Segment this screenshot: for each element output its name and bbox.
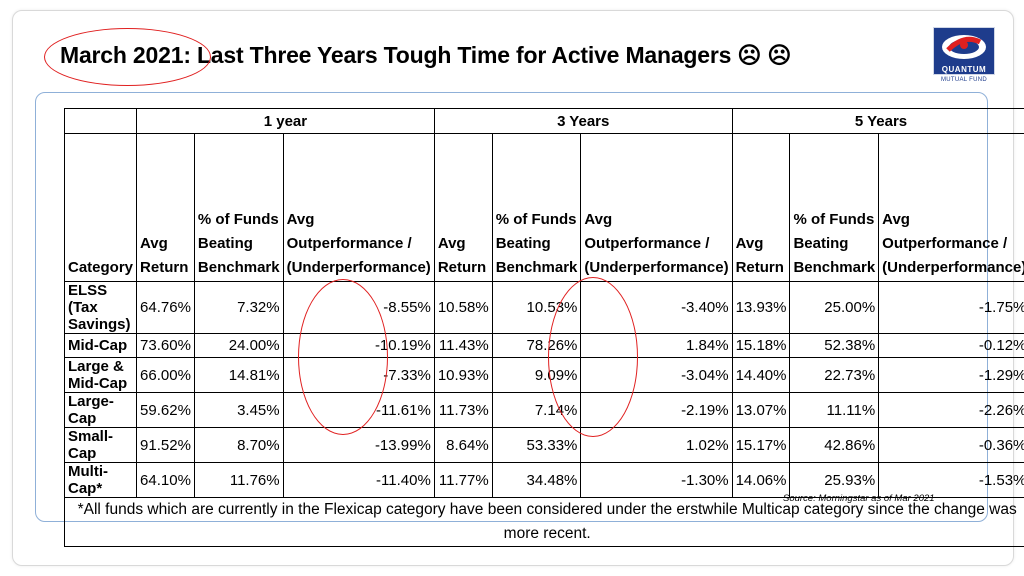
avg-outperformance-header: Avg Outperformance / (Underperformance): [282, 133, 435, 282]
value-cell: 91.52%: [136, 427, 195, 463]
table-row: Multi-Cap* 64.10% 11.76% -11.40% 11.77% 34.48…: [63, 462, 1024, 498]
value-cell: 11.11%: [789, 392, 880, 428]
logo-subtitle: MUTUAL FUND: [940, 77, 988, 83]
value-cell: 34.48%: [491, 462, 582, 498]
category-cell: Multi-Cap*: [63, 462, 138, 498]
value-cell: 11.76%: [193, 462, 284, 498]
value-cell: 13.93%: [731, 281, 791, 334]
value-cell: 25.93%: [789, 462, 880, 498]
value-cell: 8.64%: [433, 427, 493, 463]
avg-outperformance-header: Avg Outperformance / (Underperformance): [878, 133, 1024, 282]
value-cell: -1.30%: [580, 462, 733, 498]
logo-word: QUANTUM: [941, 65, 987, 74]
highlight-circle-1-year: [298, 279, 388, 435]
avg-return-header: Avg Return: [433, 133, 493, 282]
value-cell: -11.40%: [282, 462, 435, 498]
value-cell: 22.73%: [789, 357, 880, 393]
footnote-row: *All funds which are currently in the Fl…: [63, 497, 1024, 547]
logo-emblem: QUANTUM: [933, 27, 995, 75]
value-cell: -1.53%: [878, 462, 1024, 498]
value-cell: 14.81%: [193, 357, 284, 393]
value-cell: 7.32%: [193, 281, 284, 334]
value-cell: 73.60%: [136, 333, 195, 358]
value-cell: -1.29%: [878, 357, 1024, 393]
value-cell: 8.70%: [193, 427, 284, 463]
table-row: Large-Cap 59.62% 3.45% -11.61% 11.73% 7.14% -2…: [63, 392, 1024, 428]
value-cell: 15.18%: [731, 333, 791, 358]
value-cell: 25.00%: [789, 281, 880, 334]
value-cell: 3.45%: [193, 392, 284, 428]
footnote: *All funds which are currently in the Fl…: [63, 497, 1024, 547]
value-cell: 10.93%: [433, 357, 493, 393]
value-cell: 14.40%: [731, 357, 791, 393]
category-cell: Mid-Cap: [63, 333, 138, 358]
value-cell: 11.77%: [433, 462, 493, 498]
avg-return-header: Avg Return: [136, 133, 195, 282]
header-blank: [63, 108, 138, 134]
value-cell: -0.12%: [878, 333, 1024, 358]
fund-performance-table: 1 year 3 Years 5 Years Category Avg Retu…: [63, 108, 1024, 547]
table-row: Small-Cap 91.52% 8.70% -13.99% 8.64% 53.33% 1.…: [63, 427, 1024, 463]
metric-header-row: Category Avg Return % of Funds Beating B…: [63, 133, 1024, 282]
value-cell: 64.76%: [136, 281, 195, 334]
period-header-row: 1 year 3 Years 5 Years: [63, 108, 1024, 134]
value-cell: 10.58%: [433, 281, 493, 334]
highlight-circle-3-years: [548, 277, 638, 437]
pct-beating-header: % of Funds Beating Benchmark: [193, 133, 284, 282]
value-cell: 64.10%: [136, 462, 195, 498]
value-cell: 14.06%: [731, 462, 791, 498]
value-cell: 53.33%: [491, 427, 582, 463]
value-cell: 11.73%: [433, 392, 493, 428]
title-highlight-circle: [44, 28, 211, 86]
category-cell: Large-Cap: [63, 392, 138, 428]
period-5-years: 5 Years: [731, 108, 1024, 134]
period-3-years: 3 Years: [433, 108, 733, 134]
avg-outperformance-header: Avg Outperformance / (Underperformance): [580, 133, 733, 282]
source-note: Source: Morningstar as of Mar 2021: [783, 493, 935, 504]
value-cell: 15.17%: [731, 427, 791, 463]
pct-beating-header: % of Funds Beating Benchmark: [491, 133, 582, 282]
category-cell: Small-Cap: [63, 427, 138, 463]
category-header: Category: [63, 133, 138, 282]
value-cell: -1.75%: [878, 281, 1024, 334]
category-cell: ELSS (Tax Savings): [63, 281, 138, 334]
quantum-logo: QUANTUM MUTUAL FUND: [933, 27, 995, 89]
value-cell: 11.43%: [433, 333, 493, 358]
table-row: Mid-Cap 73.60% 24.00% -10.19% 11.43% 78.26% 1.…: [63, 333, 1024, 358]
pct-beating-header: % of Funds Beating Benchmark: [789, 133, 880, 282]
value-cell: -2.26%: [878, 392, 1024, 428]
table-row: Large & Mid-Cap 66.00% 14.81% -7.33% 10.93% 9…: [63, 357, 1024, 393]
value-cell: 52.38%: [789, 333, 880, 358]
value-cell: 59.62%: [136, 392, 195, 428]
period-1-year: 1 year: [136, 108, 435, 134]
logo-swirl-icon: [942, 35, 986, 59]
value-cell: 13.07%: [731, 392, 791, 428]
value-cell: 42.86%: [789, 427, 880, 463]
value-cell: 66.00%: [136, 357, 195, 393]
title-rest: : Last Three Years Tough Time for Active…: [183, 42, 792, 68]
category-cell: Large & Mid-Cap: [63, 357, 138, 393]
table-row: ELSS (Tax Savings) 64.76% 7.32% -8.55% 10.58…: [63, 281, 1024, 334]
value-cell: 24.00%: [193, 333, 284, 358]
value-cell: -13.99%: [282, 427, 435, 463]
value-cell: -0.36%: [878, 427, 1024, 463]
avg-return-header: Avg Return: [731, 133, 791, 282]
